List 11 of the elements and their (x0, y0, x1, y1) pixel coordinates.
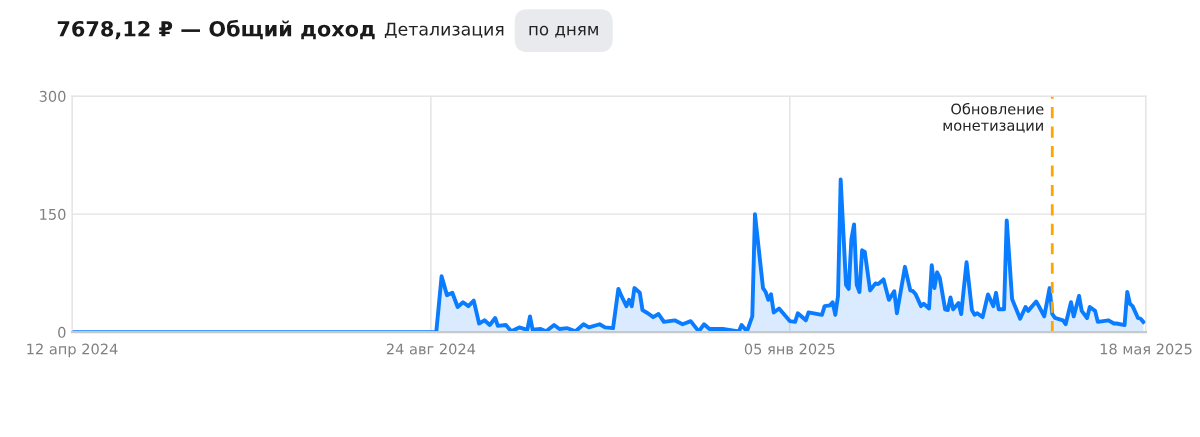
y-tick-label: 150 (40, 208, 66, 220)
x-tick-label: 24 авг 2024 (386, 343, 476, 355)
text: Детализация (384, 22, 504, 39)
text: по дням (529, 25, 598, 38)
chart-title: 7678,12 ₽ — Общий доход (57, 19, 375, 40)
x-tick-label: 12 апр 2024 (27, 343, 118, 358)
x-tick-label: 18 мая 2025 (1100, 343, 1192, 355)
x-tick-label: 05 янв 2025 (744, 343, 835, 355)
y-tick-label: 0 (58, 326, 66, 338)
ref-line-label: Обновление монетизации (943, 102, 1044, 133)
y-tick-label: 300 (39, 90, 66, 102)
